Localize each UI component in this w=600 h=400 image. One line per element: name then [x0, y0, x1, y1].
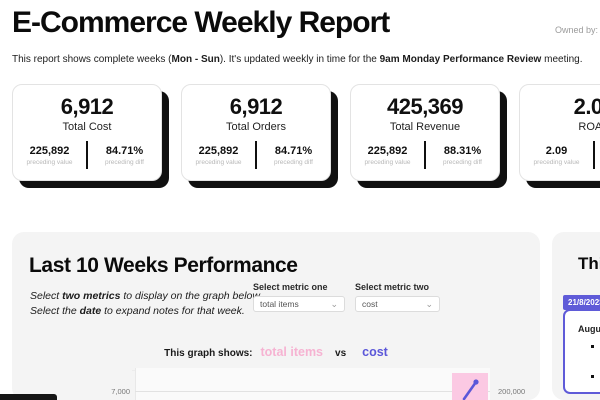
preceding-value: 2.09 [545, 144, 568, 157]
chart-gridline [135, 391, 490, 392]
stat-label: Total Orders [226, 121, 286, 133]
owned-by-label: Owned by: [554, 25, 598, 35]
preceding-diff-caption: preceding diff [443, 158, 482, 166]
stat-value: 425,369 [386, 94, 464, 119]
metric-two-select[interactable]: cost ⌄ [355, 296, 440, 312]
metric-one-select[interactable]: total items ⌄ [253, 296, 345, 312]
note-title: August [578, 324, 600, 334]
preceding-value-caption: preceding value [533, 158, 580, 166]
preceding-value: 225,892 [29, 144, 70, 157]
performance-section: Last 10 Weeks Performance Select two met… [12, 232, 540, 400]
stat-label: Total Revenue [389, 121, 461, 133]
chevron-down-icon: ⌄ [330, 299, 338, 309]
preceding-value-caption: preceding value [195, 158, 242, 166]
note-card: August [563, 309, 600, 394]
horizontal-scrollbar-thumb[interactable] [0, 394, 57, 400]
stat-card-total-cost: 6,912 Total Cost 225,892 preceding value… [12, 84, 162, 181]
card-divider [424, 141, 426, 169]
preceding-diff-caption: preceding diff [595, 153, 600, 160]
preceding-diff-caption: preceding diff [274, 158, 313, 166]
preceding-diff: 84.71% [274, 144, 313, 157]
preceding-value-caption: preceding value [364, 158, 411, 166]
page-title: E-Commerce Weekly Report [12, 6, 390, 39]
stat-value: 2.09 [573, 94, 600, 119]
stat-cards-row: 6,912 Total Cost 225,892 preceding value… [12, 84, 600, 181]
stat-card-total-orders: 6,912 Total Orders 225,892 preceding val… [181, 84, 331, 181]
metric-one-value: total items [260, 299, 299, 309]
stat-card-roas: 2.09 ROAS 2.09 preceding value preceding… [519, 84, 600, 181]
chart-plot-area [135, 368, 490, 400]
y-axis-left-tick: 7,000 [111, 387, 130, 396]
preceding-value: 225,892 [198, 144, 239, 157]
metric-one-label: Select metric one [253, 282, 328, 292]
preceding-diff-caption: preceding diff [105, 158, 144, 166]
metric-two-value: cost [362, 299, 378, 309]
stat-label: ROAS [578, 121, 600, 133]
preceding-diff: 88.31% [443, 144, 482, 157]
notes-heading: This Week [578, 254, 600, 273]
stat-value: 6,912 [229, 94, 283, 119]
preceding-value: 225,892 [367, 144, 408, 157]
week-date-badge[interactable]: 21/8/2023 [563, 295, 600, 310]
cost-line-series [462, 379, 479, 400]
chevron-down-icon: ⌄ [425, 299, 433, 309]
preceding-value-caption: preceding value [26, 158, 73, 166]
preceding-diff: 84.71% [105, 144, 144, 157]
card-divider [86, 141, 88, 169]
performance-help-text: Select two metrics to display on the gra… [30, 290, 263, 317]
card-divider [255, 141, 257, 169]
weekly-notes-panel: This Week 21/8/2023 August [552, 232, 600, 400]
performance-heading: Last 10 Weeks Performance [29, 254, 298, 277]
stat-value: 6,912 [60, 94, 114, 119]
report-subtitle: This report shows complete weeks (Mon - … [12, 54, 583, 65]
graph-metric-one: total items [260, 345, 324, 359]
note-bullet [591, 375, 594, 378]
note-bullet [591, 345, 594, 348]
graph-caption: This graph shows: total items vs cost [164, 345, 388, 359]
highlighted-week-band[interactable] [452, 373, 488, 400]
graph-metric-two: cost [362, 345, 388, 359]
stat-label: Total Cost [62, 121, 112, 133]
y-axis-right-tick: 200,000 [498, 387, 526, 396]
card-divider [593, 141, 595, 169]
metric-two-label: Select metric two [355, 282, 430, 292]
stat-card-total-revenue: 425,369 Total Revenue 225,892 preceding … [350, 84, 500, 181]
